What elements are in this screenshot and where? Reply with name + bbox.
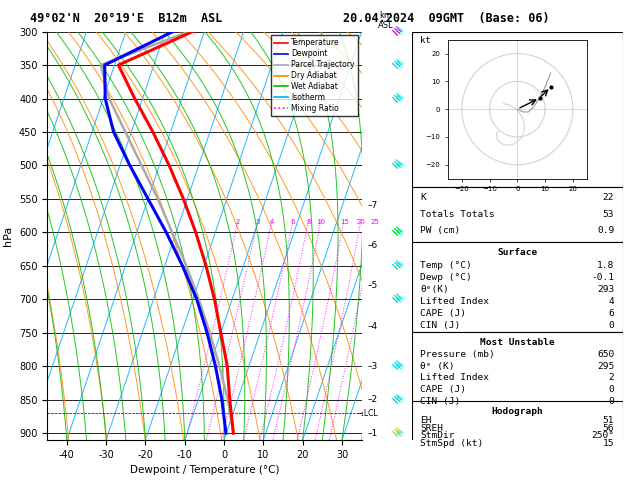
Text: CAPE (J): CAPE (J): [420, 309, 467, 318]
Text: ≡: ≡: [386, 291, 403, 308]
Text: 0: 0: [608, 385, 615, 394]
Text: ≡: ≡: [392, 426, 406, 440]
Text: 8: 8: [306, 219, 311, 225]
Text: ≡: ≡: [392, 293, 406, 306]
Y-axis label: hPa: hPa: [3, 226, 13, 246]
Text: ≡: ≡: [392, 58, 406, 72]
Text: K: K: [420, 193, 426, 202]
Text: ≡: ≡: [392, 159, 406, 172]
Text: ≡: ≡: [386, 224, 403, 241]
Text: EH: EH: [420, 416, 432, 425]
Text: –3: –3: [368, 362, 378, 371]
Text: 51: 51: [603, 416, 615, 425]
Text: Hodograph: Hodograph: [491, 407, 543, 416]
Text: 3: 3: [255, 219, 260, 225]
Text: km
ASL: km ASL: [377, 11, 393, 30]
Text: ≡: ≡: [386, 358, 403, 375]
Text: ≡: ≡: [392, 360, 406, 373]
Text: ≡: ≡: [386, 258, 403, 274]
Text: –5: –5: [368, 281, 378, 291]
Text: 0: 0: [608, 397, 615, 405]
Text: 15: 15: [340, 219, 348, 225]
Text: ≡: ≡: [392, 226, 406, 239]
Text: ≡: ≡: [392, 259, 406, 273]
Text: ≡: ≡: [392, 25, 406, 38]
Text: –6: –6: [368, 241, 378, 250]
Text: –7: –7: [368, 201, 378, 210]
Bar: [412, 331, 623, 403]
Text: –4: –4: [368, 322, 378, 330]
Text: Pressure (mb): Pressure (mb): [420, 350, 495, 360]
Text: 53: 53: [603, 209, 615, 219]
Text: –2: –2: [368, 395, 378, 404]
Text: -0.1: -0.1: [591, 273, 615, 282]
Text: Dewp (°C): Dewp (°C): [420, 273, 472, 282]
Text: 49°02'N  20°19'E  B12m  ASL: 49°02'N 20°19'E B12m ASL: [30, 12, 222, 25]
X-axis label: Dewpoint / Temperature (°C): Dewpoint / Temperature (°C): [130, 465, 279, 475]
Text: StmSpd (kt): StmSpd (kt): [420, 439, 484, 448]
Text: 0: 0: [608, 321, 615, 330]
Text: Lifted Index: Lifted Index: [420, 373, 489, 382]
Text: kt: kt: [420, 35, 431, 45]
Text: 250°: 250°: [591, 432, 615, 440]
Text: 650: 650: [597, 350, 615, 360]
Text: θᵉ (K): θᵉ (K): [420, 362, 455, 371]
Text: 15: 15: [603, 439, 615, 448]
Text: ≡: ≡: [386, 391, 403, 408]
Text: StmDir: StmDir: [420, 432, 455, 440]
Text: 22: 22: [603, 193, 615, 202]
Text: Totals Totals: Totals Totals: [420, 209, 495, 219]
Text: 6: 6: [291, 219, 296, 225]
Text: 56: 56: [603, 423, 615, 433]
Bar: [412, 187, 623, 242]
Text: 0.9: 0.9: [597, 226, 615, 235]
Text: PW (cm): PW (cm): [420, 226, 460, 235]
Text: Temp (°C): Temp (°C): [420, 261, 472, 270]
Text: 6: 6: [608, 309, 615, 318]
Text: 2: 2: [608, 373, 615, 382]
Text: 295: 295: [597, 362, 615, 371]
Text: ≡: ≡: [386, 57, 403, 73]
Text: ≡: ≡: [386, 157, 403, 174]
Text: ≡: ≡: [392, 393, 406, 406]
Text: 25: 25: [370, 219, 379, 225]
Text: ≡: ≡: [386, 425, 403, 441]
Text: 4: 4: [608, 297, 615, 306]
Text: 1.8: 1.8: [597, 261, 615, 270]
Text: CIN (J): CIN (J): [420, 321, 460, 330]
Text: Most Unstable: Most Unstable: [480, 338, 555, 347]
Bar: [412, 242, 623, 331]
Text: 2: 2: [236, 219, 240, 225]
Text: Surface: Surface: [498, 248, 537, 257]
Text: 20: 20: [357, 219, 365, 225]
Text: 10: 10: [316, 219, 326, 225]
Legend: Temperature, Dewpoint, Parcel Trajectory, Dry Adiabat, Wet Adiabat, Isotherm, Mi: Temperature, Dewpoint, Parcel Trajectory…: [272, 35, 358, 116]
Text: CAPE (J): CAPE (J): [420, 385, 467, 394]
Text: ≡: ≡: [386, 23, 403, 40]
Bar: [412, 32, 623, 187]
Text: SREH: SREH: [420, 423, 443, 433]
Text: 4: 4: [270, 219, 274, 225]
Text: ≡: ≡: [386, 90, 403, 107]
Text: CIN (J): CIN (J): [420, 397, 460, 405]
Text: –1: –1: [368, 429, 378, 437]
Text: –₁LCL: –₁LCL: [357, 409, 378, 417]
Text: 293: 293: [597, 285, 615, 294]
Bar: [412, 401, 623, 444]
Text: 20.04.2024  09GMT  (Base: 06): 20.04.2024 09GMT (Base: 06): [343, 12, 550, 25]
Text: θᵉ(K): θᵉ(K): [420, 285, 449, 294]
Text: Lifted Index: Lifted Index: [420, 297, 489, 306]
Text: ≡: ≡: [392, 92, 406, 105]
